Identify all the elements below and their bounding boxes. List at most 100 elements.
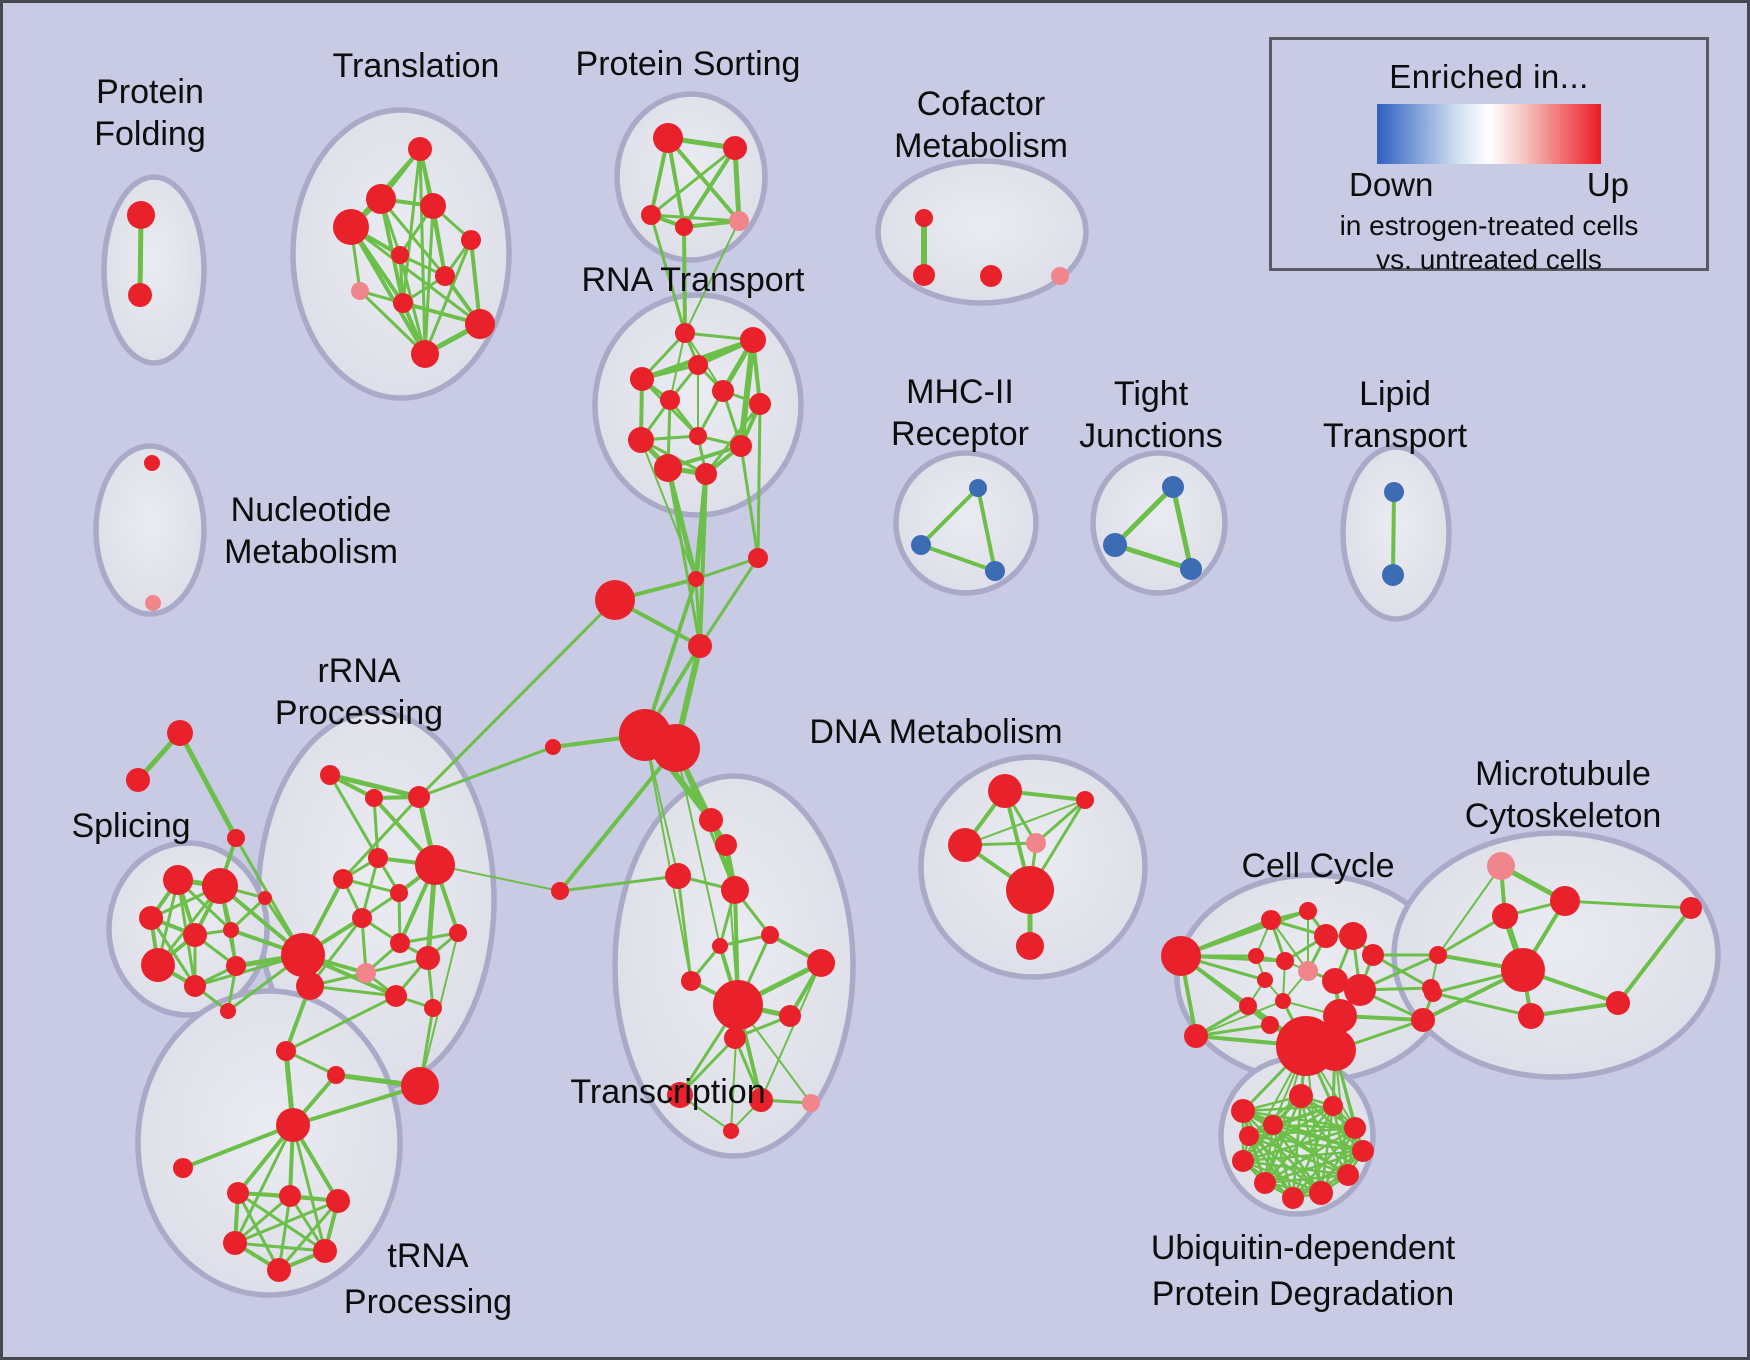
gene-set-node [948, 828, 982, 862]
gene-set-node [721, 876, 749, 904]
gene-set-node [227, 1182, 249, 1204]
edge [558, 874, 680, 893]
gene-set-node [1162, 476, 1184, 498]
edge [284, 994, 398, 1053]
cluster-label-rrna-processing: Processing [275, 694, 443, 732]
gene-set-node [1384, 482, 1404, 502]
legend-axis-labels: Down Up [1349, 166, 1629, 204]
gene-set-node [390, 884, 408, 902]
edge [328, 773, 380, 860]
edge [698, 556, 760, 648]
gene-set-node [595, 580, 635, 620]
gene-set-node [281, 933, 325, 977]
legend-gradient-bar [1377, 104, 1601, 164]
cluster-label-lipid-transport: Transport [1323, 417, 1468, 455]
gene-set-node [390, 933, 410, 953]
cluster-label-cell-cycle: Cell Cycle [1241, 847, 1394, 885]
gene-set-node [675, 323, 695, 343]
gene-set-node [1309, 1181, 1333, 1205]
edge [643, 577, 698, 737]
gene-set-node [276, 1041, 296, 1061]
edge [417, 598, 617, 799]
gene-set-node [391, 246, 409, 264]
gene-set-node [748, 548, 768, 568]
gene-set-node [1492, 903, 1518, 929]
cluster-label-nucleotide-metabolism: Nucleotide [231, 491, 392, 529]
gene-set-node [665, 863, 691, 889]
edge [649, 213, 687, 335]
gene-set-node [366, 184, 396, 214]
gene-set-node [1314, 1029, 1356, 1071]
gene-set-node [688, 634, 712, 658]
gene-set-node [365, 789, 383, 807]
cluster-tight-junctions [1090, 450, 1228, 596]
gene-set-node [630, 367, 654, 391]
edge [233, 1199, 340, 1245]
edge [372, 796, 380, 860]
edge [233, 1241, 327, 1253]
gene-set-node [416, 946, 440, 970]
legend-subtitle-line1: in estrogen-treated cells [1339, 210, 1639, 241]
edge [1179, 909, 1310, 958]
cluster-label-protein-folding: Protein [96, 73, 204, 111]
gene-set-node [420, 193, 446, 219]
gene-set-node [226, 956, 246, 976]
gene-set-node [424, 999, 442, 1017]
edge [675, 747, 721, 947]
edge [666, 136, 741, 223]
edge [684, 220, 740, 334]
edge [919, 486, 980, 547]
gene-set-node [675, 218, 693, 236]
gene-set-node [913, 264, 935, 286]
network-diagram: Protein Folding Translation Protein Sorting… [71, 45, 1721, 1321]
gene-set-node [167, 720, 193, 746]
gene-set-node [654, 454, 682, 482]
cluster-mhc-ii-receptor [893, 450, 1039, 596]
cluster-label-microtubule-cytoskeleton: Cytoskeleton [1465, 797, 1662, 835]
gene-set-node [267, 1258, 291, 1282]
edge [1437, 865, 1502, 956]
edge [236, 1191, 327, 1253]
gene-set-node [1076, 791, 1094, 809]
cluster-nucleotide-metabolism [93, 443, 207, 617]
gene-set-node [681, 971, 701, 991]
cluster-label-trna-processing: Processing [344, 1283, 512, 1321]
gene-set-node [1344, 974, 1376, 1006]
gene-set-node [1232, 1150, 1254, 1172]
edge [678, 1036, 737, 1097]
gene-set-node [911, 535, 931, 555]
gene-set-node [385, 985, 407, 1007]
gene-set-node [1344, 1117, 1366, 1139]
edge [1391, 490, 1396, 577]
cluster-label-dna-metabolism: DNA Metabolism [809, 713, 1062, 751]
cluster-label-nucleotide-metabolism: Metabolism [224, 533, 398, 571]
gene-set-node [1257, 972, 1273, 988]
cluster-label-mhc-ii-receptor: MHC-II [906, 373, 1014, 411]
gene-set-node [807, 949, 835, 977]
cluster-label-transcription: Transcription [570, 1073, 765, 1111]
cluster-protein-folding [101, 174, 207, 366]
gene-set-node [1006, 866, 1054, 914]
cluster-label-rrna-processing: rRNA [317, 652, 400, 690]
edge [1247, 1134, 1350, 1177]
gene-set-node [144, 455, 160, 471]
gene-set-node [749, 393, 771, 415]
gene-set-node [333, 869, 353, 889]
legend-up-label: Up [1586, 166, 1629, 203]
gene-set-node [1298, 961, 1318, 981]
legend: Enriched in... Down Up in estrogen-treat… [1269, 37, 1709, 275]
gene-set-node [1339, 922, 1367, 950]
gene-set-node [408, 786, 430, 808]
gene-set-node [1276, 952, 1294, 970]
gene-set-node [127, 201, 155, 229]
cluster-lipid-transport [1340, 444, 1452, 622]
cluster-labels: Protein Folding Translation Protein Sorting… [71, 45, 1661, 1321]
gene-set-node [163, 865, 193, 895]
cluster-label-cofactor-metabolism: Metabolism [894, 127, 1068, 165]
gene-set-node [126, 768, 150, 792]
gene-set-node [1429, 946, 1447, 964]
gene-set-node [1337, 1164, 1359, 1186]
gene-set-node [988, 774, 1022, 808]
gene-set-node [1382, 564, 1404, 586]
